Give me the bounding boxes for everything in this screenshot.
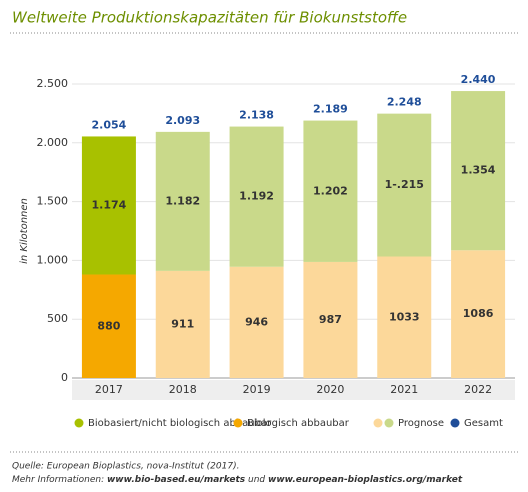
legend-label: Biologisch abbaubar bbox=[247, 418, 350, 429]
total-label: 2.054 bbox=[92, 118, 127, 131]
y-axis-label: in Kilotonnen bbox=[19, 198, 30, 264]
y-tick-label: 0 bbox=[61, 371, 68, 384]
bar-segment bbox=[229, 126, 284, 267]
more-info: Mehr Informationen: www.bio-based.eu/mar… bbox=[12, 475, 463, 485]
y-tick-label: 2.500 bbox=[37, 77, 69, 90]
value-label: 987 bbox=[319, 313, 342, 326]
legend-label: Gesamt bbox=[464, 418, 503, 429]
legend-dot bbox=[384, 418, 394, 428]
bar-segment bbox=[377, 113, 432, 257]
bar-segment bbox=[81, 274, 136, 378]
legend-dot bbox=[450, 418, 460, 428]
axis-band bbox=[72, 380, 515, 400]
value-label: 1.202 bbox=[313, 184, 348, 197]
value-label: 1086 bbox=[463, 307, 494, 320]
x-tick-label: 2021 bbox=[390, 383, 418, 396]
value-label: 880 bbox=[97, 319, 120, 332]
bar-segment bbox=[229, 266, 284, 378]
total-label: 2.189 bbox=[313, 103, 348, 116]
bar-segment bbox=[155, 270, 210, 378]
bar-segment bbox=[155, 131, 210, 271]
value-label: 1.174 bbox=[92, 198, 127, 211]
legend-dot bbox=[74, 418, 84, 428]
chart-title: Weltweite Produktionskapazitäten für Bio… bbox=[12, 9, 407, 27]
text: und bbox=[245, 475, 268, 485]
link[interactable]: www.bio-based.eu/markets bbox=[107, 475, 246, 485]
source: Quelle: European Bioplastics, nova-Insti… bbox=[12, 462, 239, 472]
y-tick-label: 1.500 bbox=[37, 195, 69, 208]
x-tick-label: 2022 bbox=[464, 383, 492, 396]
y-tick-label: 500 bbox=[47, 312, 68, 325]
value-label: 911 bbox=[171, 317, 194, 330]
bar-segment bbox=[81, 136, 136, 275]
x-tick-label: 2019 bbox=[243, 383, 271, 396]
x-tick-label: 2017 bbox=[95, 383, 123, 396]
legend-dot bbox=[233, 418, 243, 428]
legend-label: Biobasiert/nicht biologisch abbaubar bbox=[88, 418, 272, 429]
legend-label: Prognose bbox=[398, 418, 444, 429]
bar-segment bbox=[451, 91, 506, 251]
bar-segment bbox=[451, 250, 506, 378]
total-label: 2.248 bbox=[387, 96, 422, 109]
bar-segment bbox=[303, 261, 358, 378]
value-label: 1.192 bbox=[239, 190, 274, 203]
y-tick-label: 2.000 bbox=[37, 136, 69, 149]
y-tick-label: 1.000 bbox=[37, 253, 69, 266]
total-label: 2.440 bbox=[461, 73, 496, 86]
bar-segment bbox=[303, 120, 358, 262]
value-label: 1033 bbox=[389, 310, 420, 323]
value-label: 1.354 bbox=[461, 164, 496, 177]
legend-dot bbox=[373, 418, 383, 428]
value-label: 946 bbox=[245, 315, 268, 328]
total-label: 2.138 bbox=[239, 109, 274, 122]
x-tick-label: 2020 bbox=[316, 383, 344, 396]
link[interactable]: www.european-bioplastics.org/market bbox=[268, 475, 463, 485]
bar-segment bbox=[377, 256, 432, 378]
x-tick-label: 2018 bbox=[169, 383, 197, 396]
text: Mehr Informationen: bbox=[12, 475, 107, 485]
total-label: 2.093 bbox=[165, 114, 200, 127]
value-label: 1.182 bbox=[165, 194, 200, 207]
value-label: 1-.215 bbox=[385, 178, 424, 191]
